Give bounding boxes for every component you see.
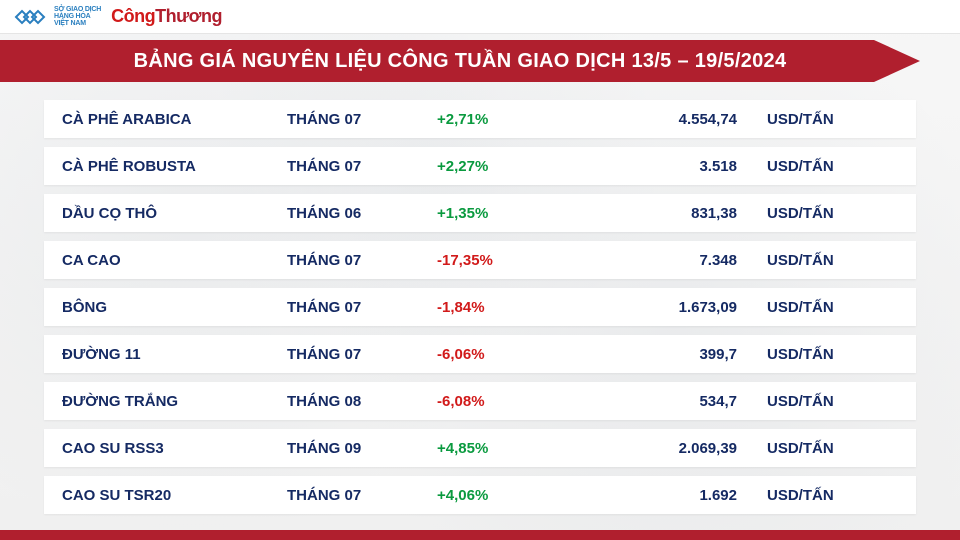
- table-row: ĐƯỜNG 11THÁNG 07-6,06%399,7USD/TẤN: [44, 335, 916, 373]
- exchange-logo-text: SỞ GIAO DỊCH HÀNG HÓA VIỆT NAM: [54, 6, 101, 27]
- percent-change: +1,35%: [437, 205, 587, 222]
- footer-bar: [0, 530, 960, 540]
- contract-month: THÁNG 07: [287, 111, 437, 128]
- contract-month: THÁNG 07: [287, 158, 437, 175]
- price-value: 399,7: [587, 346, 767, 363]
- commodity-name: ĐƯỜNG TRẮNG: [62, 393, 287, 410]
- contract-month: THÁNG 07: [287, 299, 437, 316]
- brand-name: CôngThương: [111, 6, 222, 27]
- logo-line: VIỆT NAM: [54, 20, 101, 27]
- table-row: CÀ PHÊ ARABICATHÁNG 07+2,71%4.554,74USD/…: [44, 100, 916, 138]
- table-row: ĐƯỜNG TRẮNGTHÁNG 08-6,08%534,7USD/TẤN: [44, 382, 916, 420]
- exchange-logo-icon: [14, 6, 48, 28]
- price-value: 4.554,74: [587, 111, 767, 128]
- table-row: CAO SU RSS3THÁNG 09+4,85%2.069,39USD/TẤN: [44, 429, 916, 467]
- exchange-logo: SỞ GIAO DỊCH HÀNG HÓA VIỆT NAM: [14, 6, 101, 28]
- contract-month: THÁNG 07: [287, 487, 437, 504]
- price-value: 1.673,09: [587, 299, 767, 316]
- price-unit: USD/TẤN: [767, 440, 898, 457]
- percent-change: +4,85%: [437, 440, 587, 457]
- percent-change: +2,71%: [437, 111, 587, 128]
- brand-part1: Công: [111, 6, 155, 26]
- price-value: 534,7: [587, 393, 767, 410]
- price-unit: USD/TẤN: [767, 111, 898, 128]
- commodity-name: CÀ PHÊ ARABICA: [62, 111, 287, 128]
- brand-part2: Thương: [155, 6, 222, 26]
- commodity-name: CÀ PHÊ ROBUSTA: [62, 158, 287, 175]
- table-row: BÔNGTHÁNG 07-1,84%1.673,09USD/TẤN: [44, 288, 916, 326]
- table-row: CA CAOTHÁNG 07-17,35%7.348USD/TẤN: [44, 241, 916, 279]
- contract-month: THÁNG 07: [287, 252, 437, 269]
- price-table: CÀ PHÊ ARABICATHÁNG 07+2,71%4.554,74USD/…: [0, 100, 960, 514]
- price-value: 1.692: [587, 487, 767, 504]
- price-unit: USD/TẤN: [767, 299, 898, 316]
- logo-line: HÀNG HÓA: [54, 13, 101, 20]
- percent-change: -1,84%: [437, 299, 587, 316]
- price-value: 7.348: [587, 252, 767, 269]
- price-unit: USD/TẤN: [767, 393, 898, 410]
- price-value: 2.069,39: [587, 440, 767, 457]
- price-unit: USD/TẤN: [767, 252, 898, 269]
- commodity-name: BÔNG: [62, 299, 287, 316]
- table-row: CÀ PHÊ ROBUSTATHÁNG 07+2,27%3.518USD/TẤN: [44, 147, 916, 185]
- percent-change: -6,06%: [437, 346, 587, 363]
- percent-change: -17,35%: [437, 252, 587, 269]
- table-row: CAO SU TSR20THÁNG 07+4,06%1.692USD/TẤN: [44, 476, 916, 514]
- contract-month: THÁNG 06: [287, 205, 437, 222]
- title-text: BẢNG GIÁ NGUYÊN LIỆU CÔNG TUẦN GIAO DỊCH…: [0, 40, 920, 82]
- commodity-name: ĐƯỜNG 11: [62, 346, 287, 363]
- percent-change: -6,08%: [437, 393, 587, 410]
- table-row: DẦU CỌ THÔTHÁNG 06+1,35%831,38USD/TẤN: [44, 194, 916, 232]
- commodity-name: CAO SU RSS3: [62, 440, 287, 457]
- price-unit: USD/TẤN: [767, 487, 898, 504]
- title-banner: BẢNG GIÁ NGUYÊN LIỆU CÔNG TUẦN GIAO DỊCH…: [0, 40, 960, 82]
- contract-month: THÁNG 08: [287, 393, 437, 410]
- commodity-name: CAO SU TSR20: [62, 487, 287, 504]
- price-value: 831,38: [587, 205, 767, 222]
- logo-line: SỞ GIAO DỊCH: [54, 6, 101, 13]
- price-unit: USD/TẤN: [767, 205, 898, 222]
- price-value: 3.518: [587, 158, 767, 175]
- commodity-name: DẦU CỌ THÔ: [62, 205, 287, 222]
- contract-month: THÁNG 07: [287, 346, 437, 363]
- price-unit: USD/TẤN: [767, 158, 898, 175]
- percent-change: +2,27%: [437, 158, 587, 175]
- price-unit: USD/TẤN: [767, 346, 898, 363]
- commodity-name: CA CAO: [62, 252, 287, 269]
- header-bar: SỞ GIAO DỊCH HÀNG HÓA VIỆT NAM CôngThươn…: [0, 0, 960, 34]
- percent-change: +4,06%: [437, 487, 587, 504]
- contract-month: THÁNG 09: [287, 440, 437, 457]
